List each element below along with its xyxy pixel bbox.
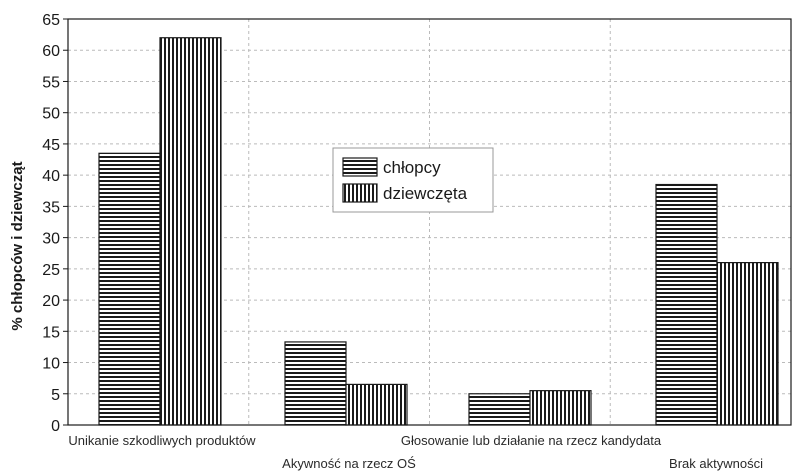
legend-swatch-dziewczeta	[342, 183, 378, 203]
bars	[98, 37, 779, 426]
y-tick-label: 50	[42, 106, 60, 123]
y-tick-label: 55	[42, 74, 60, 91]
bar-dziewczeta-3	[716, 262, 779, 426]
category-labels: Unikanie szkodliwych produktów Akywność n…	[68, 433, 763, 471]
bar-chlopcy-0	[98, 152, 161, 426]
bar-chlopcy-2	[468, 393, 531, 426]
y-tick-label: 15	[42, 324, 60, 341]
y-tick-labels: 0 5 10 15 20 25 30 35 40 45 50 55 60 65	[42, 12, 60, 435]
legend-label-dziewczeta: dziewczęta	[383, 184, 468, 203]
category-label-3: Brak aktywności	[669, 456, 763, 471]
y-tick-label: 30	[42, 231, 60, 248]
y-tick-label: 65	[42, 12, 60, 29]
bar-chlopcy-1	[284, 341, 347, 426]
y-tick-label: 35	[42, 199, 60, 216]
category-label-2: Głosowanie lub działanie na rzecz kandyd…	[401, 433, 662, 448]
y-axis-label: % chłopców i dziewcząt	[9, 161, 26, 330]
category-label-1: Akywność na rzecz OŚ	[282, 456, 416, 471]
legend-label-chlopcy: chłopcy	[383, 158, 441, 177]
y-tick-label: 0	[51, 418, 60, 435]
plot-frame	[67, 18, 792, 426]
category-label-0: Unikanie szkodliwych produktów	[68, 433, 256, 448]
bar-chlopcy-3	[655, 183, 718, 426]
bar-dziewczeta-0	[159, 37, 222, 426]
y-tick-label: 20	[42, 293, 60, 310]
y-tick-label: 60	[42, 43, 60, 60]
y-tick-label: 45	[42, 137, 60, 154]
legend: chłopcy dziewczęta	[332, 147, 494, 213]
y-tick-label: 25	[42, 262, 60, 279]
y-tick-label: 40	[42, 168, 60, 185]
bar-dziewczeta-2	[529, 390, 592, 426]
bar-dziewczeta-1	[345, 383, 408, 426]
legend-swatch-chlopcy	[342, 157, 378, 177]
axes	[63, 18, 792, 426]
y-tick-label: 10	[42, 356, 60, 373]
y-tick-label: 5	[51, 387, 60, 404]
